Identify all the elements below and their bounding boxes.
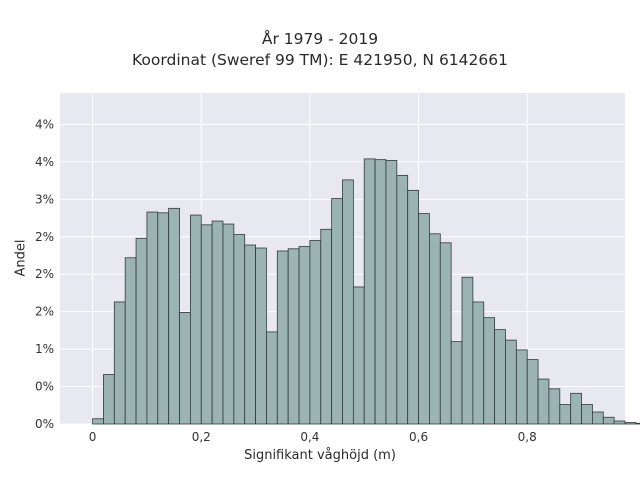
histogram-bar [548, 388, 561, 425]
histogram-bar [179, 312, 191, 425]
y-tick-label: 4% [35, 117, 54, 131]
y-tick-label: 1% [35, 342, 54, 356]
histogram-bar [309, 240, 322, 425]
histogram-bar [635, 422, 640, 425]
y-tick-label: 2% [35, 267, 54, 281]
x-tick-label: 0 [89, 430, 97, 444]
histogram-bar [483, 317, 496, 425]
histogram-bar [602, 416, 615, 425]
chart-title: År 1979 - 2019 [261, 30, 379, 48]
y-tick-label: 4% [35, 155, 54, 169]
histogram-bar [255, 247, 267, 425]
x-axis-ticks: 0 0,2 0,4 0,6 0,8 [89, 430, 537, 444]
histogram-bar [92, 418, 104, 425]
y-tick-label: 2% [35, 230, 54, 244]
histogram-bar [276, 250, 289, 425]
histogram-bar [200, 224, 213, 425]
histogram-bar [624, 422, 637, 425]
histogram-bar [385, 159, 398, 425]
x-tick-label: 0,4 [300, 430, 319, 444]
histogram-bar [331, 198, 343, 425]
histogram-bar [494, 329, 506, 425]
x-tick-label: 0,2 [192, 430, 211, 444]
histogram-bar [537, 378, 550, 425]
histogram-bar [592, 411, 604, 425]
histogram-bar [233, 234, 246, 425]
histogram-bar [515, 349, 528, 425]
y-axis-label: Andel [13, 239, 29, 277]
histogram-bar [189, 214, 202, 425]
y-tick-label: 0% [35, 417, 54, 431]
x-tick-label: 0,8 [518, 430, 537, 444]
histogram-bar [570, 392, 582, 425]
y-tick-label: 2% [35, 305, 54, 319]
histogram-bar [439, 242, 452, 425]
histogram-bar [266, 331, 278, 425]
histogram-bar [581, 404, 593, 425]
histogram-bar [168, 207, 180, 425]
histogram-bar [124, 257, 137, 425]
histogram-bar [472, 301, 485, 425]
histogram-bar [135, 237, 148, 425]
histogram-bar [298, 246, 311, 425]
histogram-bar [320, 228, 333, 425]
histogram-bar [103, 374, 115, 425]
histogram-bar [146, 211, 159, 425]
histogram-bar [374, 159, 387, 425]
histogram-bar [559, 404, 572, 425]
histogram-bar [352, 286, 365, 425]
histogram-bar [429, 233, 441, 425]
histogram-bar [613, 420, 626, 425]
chart-subtitle: Koordinat (Sweref 99 TM): E 421950, N 61… [132, 51, 508, 69]
histogram-bar [342, 179, 354, 425]
histogram-bar [526, 359, 539, 425]
x-tick-label: 0,6 [409, 430, 428, 444]
bars [92, 158, 640, 425]
histogram-bar [157, 212, 170, 425]
histogram-bar [450, 341, 463, 425]
histogram-bar [113, 301, 126, 425]
y-tick-label: 0% [35, 380, 54, 394]
histogram-bar [396, 174, 409, 425]
histogram-bar [461, 276, 474, 425]
histogram-bar [363, 158, 376, 425]
histogram-bar [287, 248, 300, 425]
y-axis-ticks: 0% 0% 1% 2% 2% 2% 3% 4% 4% [35, 117, 54, 431]
histogram-bar [505, 339, 517, 425]
y-tick-label: 3% [35, 192, 54, 206]
histogram-bar [418, 213, 430, 425]
x-axis-label: Signifikant våghöjd (m) [244, 448, 396, 463]
histogram-bar [407, 189, 419, 425]
histogram-bar [222, 223, 235, 425]
histogram-bar [244, 244, 256, 425]
histogram-bar [211, 220, 224, 425]
